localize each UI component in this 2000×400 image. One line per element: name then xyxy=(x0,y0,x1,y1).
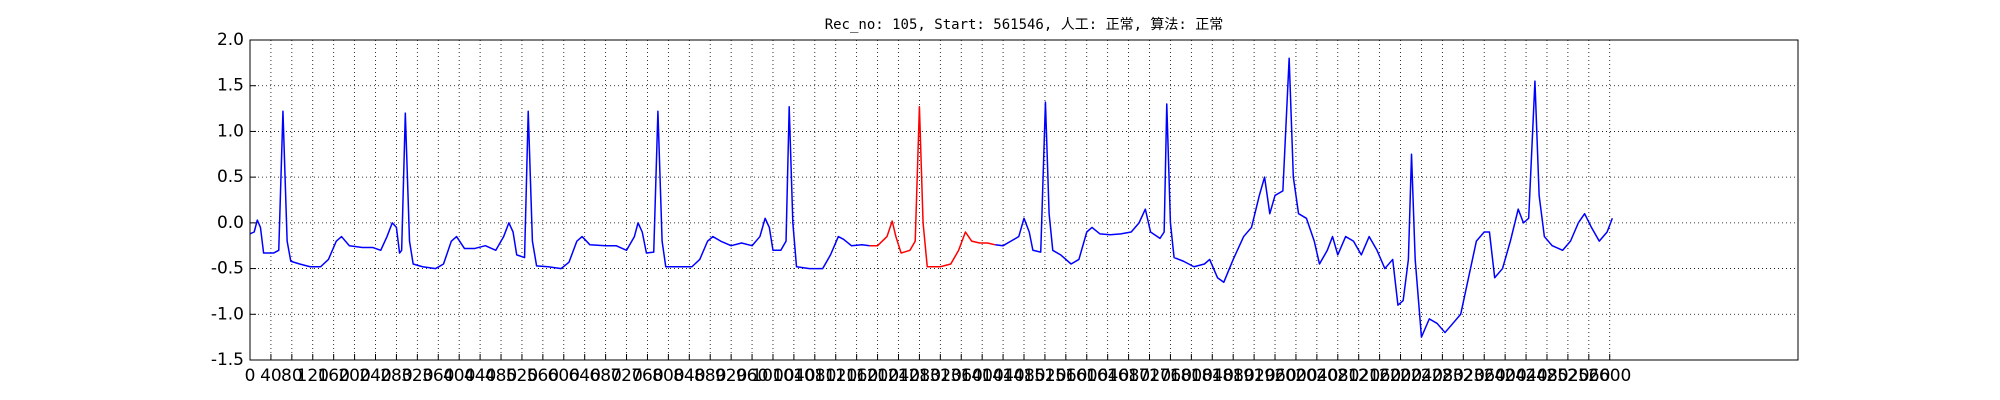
x-tick-label: 2080 xyxy=(1316,366,1359,386)
x-tick-label: 2000 xyxy=(1274,366,1317,386)
x-tick-label: 160 xyxy=(317,366,349,386)
x-tick-label: 1960 xyxy=(1253,366,1296,386)
y-tick-label: 2.0 xyxy=(217,30,244,50)
x-tick-label: 2560 xyxy=(1567,366,1610,386)
x-tick-label: 880 xyxy=(694,366,726,386)
x-tick-label: 0 xyxy=(245,366,256,386)
x-tick-label: 1520 xyxy=(1023,366,1066,386)
x-tick-label: 720 xyxy=(610,366,642,386)
x-tick-label: 1880 xyxy=(1212,366,1255,386)
x-tick-label: 1560 xyxy=(1044,366,1087,386)
x-tick-label: 1280 xyxy=(898,366,941,386)
x-tick-label: 1360 xyxy=(940,366,983,386)
x-tick-label: 1800 xyxy=(1170,366,1213,386)
x-tick-label: 400 xyxy=(443,366,475,386)
x-tick-label: 1600 xyxy=(1065,366,1108,386)
x-tick-label: 800 xyxy=(652,366,684,386)
x-tick-label: 2200 xyxy=(1379,366,1422,386)
x-tick-label: 320 xyxy=(401,366,433,386)
x-tick-label: 2120 xyxy=(1337,366,1380,386)
x-tick-label: 280 xyxy=(380,366,412,386)
x-tick-label: 360 xyxy=(422,366,454,386)
x-tick-label: 1160 xyxy=(835,366,878,386)
x-tick-label: 2040 xyxy=(1295,366,1338,386)
x-tick-label: 2280 xyxy=(1421,366,1464,386)
y-tick-label: 0.5 xyxy=(217,167,244,187)
x-tick-label: 480 xyxy=(485,366,517,386)
x-tick-label: 1440 xyxy=(981,366,1024,386)
x-tick-label: 2240 xyxy=(1400,366,1443,386)
x-tick-label: 1120 xyxy=(814,366,857,386)
x-tick-label: 1040 xyxy=(772,366,815,386)
x-tick-label: 2480 xyxy=(1525,366,1568,386)
x-tick-label: 600 xyxy=(548,366,580,386)
x-tick-label: 1480 xyxy=(1002,366,1045,386)
signal-line xyxy=(869,105,996,268)
y-tick-label: -0.5 xyxy=(211,259,244,279)
x-tick-label: 840 xyxy=(673,366,705,386)
x-tick-label: 1080 xyxy=(793,366,836,386)
x-tick-label: 200 xyxy=(338,366,370,386)
x-tick-label: 1200 xyxy=(856,366,899,386)
x-tick-label: 1680 xyxy=(1107,366,1150,386)
chart-title: Rec_no: 105, Start: 561546, 人工: 正常, 算法: … xyxy=(825,17,1224,33)
x-tick-label: 920 xyxy=(715,366,747,386)
x-tick-label: 2360 xyxy=(1463,366,1506,386)
x-tick-label: 40 xyxy=(260,366,282,386)
x-tick-label: 2160 xyxy=(1358,366,1401,386)
x-tick-label: 1640 xyxy=(1086,366,1129,386)
x-tick-label: 2520 xyxy=(1546,366,1589,386)
plot-frame xyxy=(249,39,1799,361)
signal-line xyxy=(249,57,1614,338)
x-tick-label: 1760 xyxy=(1149,366,1192,386)
x-tick-label: 560 xyxy=(527,366,559,386)
y-tick-label: 1.0 xyxy=(217,121,244,141)
x-tick-label: 240 xyxy=(359,366,391,386)
x-tick-label: 1240 xyxy=(877,366,920,386)
y-tick-label: 0.0 xyxy=(217,213,244,233)
x-tick-label: 2600 xyxy=(1588,366,1631,386)
x-tick-label: 2440 xyxy=(1504,366,1547,386)
x-tick-label: 640 xyxy=(568,366,600,386)
x-tick-label: 80 xyxy=(281,366,303,386)
y-tick-label: 1.5 xyxy=(217,76,244,96)
y-tick-label: -1.0 xyxy=(211,304,244,324)
x-tick-label: 520 xyxy=(506,366,538,386)
x-tick-label: 1400 xyxy=(961,366,1004,386)
x-tick-label: 120 xyxy=(297,366,329,386)
x-tick-label: 1000 xyxy=(751,366,794,386)
x-tick-label: 1840 xyxy=(1191,366,1234,386)
x-tick-label: 1720 xyxy=(1128,366,1171,386)
x-tick-label: 760 xyxy=(631,366,663,386)
x-tick-label: 680 xyxy=(589,366,621,386)
x-tick-label: 440 xyxy=(464,366,496,386)
x-tick-label: 960 xyxy=(736,366,768,386)
x-tick-label: 1320 xyxy=(919,366,962,386)
x-tick-label: 1920 xyxy=(1232,366,1275,386)
x-tick-label: 2400 xyxy=(1484,366,1527,386)
x-tick-label: 2320 xyxy=(1442,366,1485,386)
y-tick-label: -1.5 xyxy=(211,350,244,370)
